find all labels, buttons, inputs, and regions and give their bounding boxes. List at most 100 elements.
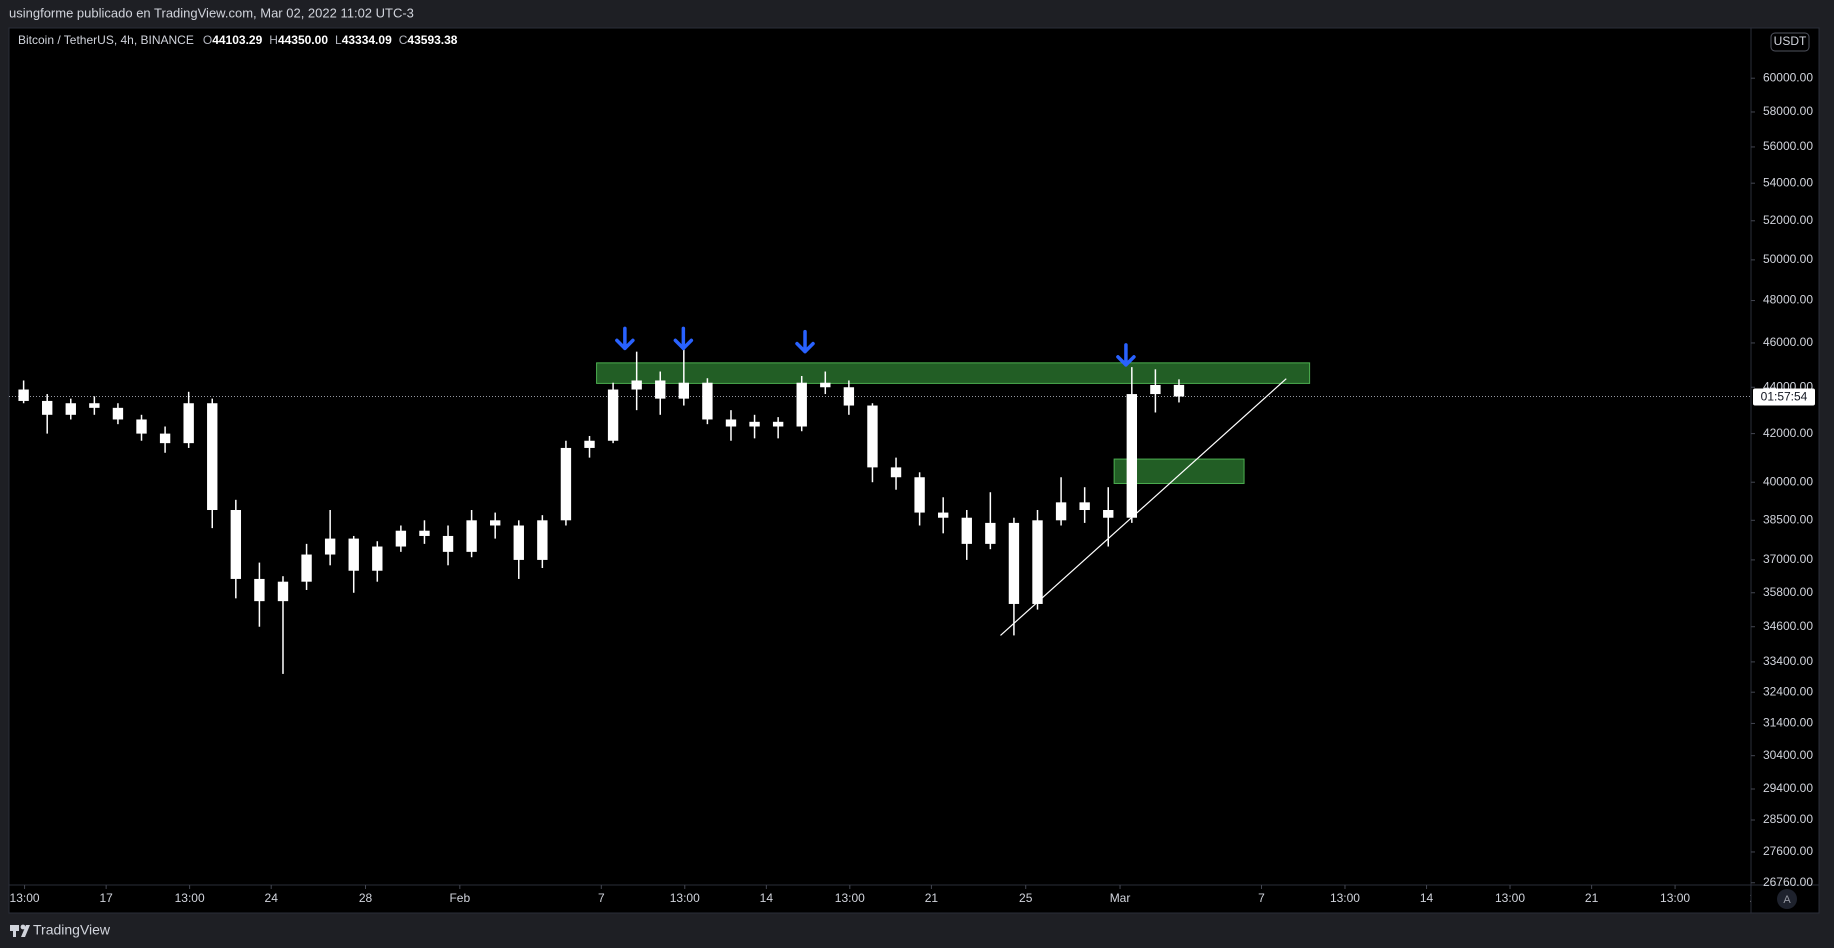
candle-body bbox=[843, 387, 855, 406]
ohlc-value: 44103.29 bbox=[212, 33, 262, 47]
candle-body bbox=[372, 546, 383, 571]
logo-mark bbox=[20, 924, 26, 930]
trendline bbox=[1000, 378, 1287, 636]
auto-scale-button[interactable] bbox=[1777, 889, 1797, 909]
marker-arrow bbox=[673, 326, 694, 351]
candle-body bbox=[490, 520, 501, 526]
candle-body bbox=[914, 477, 925, 513]
logo-mark bbox=[13, 925, 16, 937]
candle-body bbox=[1103, 510, 1114, 518]
x-tick-label: 24 bbox=[265, 891, 279, 905]
candle-body bbox=[655, 380, 666, 399]
x-tick-label: 28 bbox=[359, 891, 373, 905]
x-tick-label: 13:00 bbox=[175, 891, 205, 905]
candle-body bbox=[607, 389, 619, 441]
candle-body bbox=[254, 578, 265, 602]
ohlc-letter: L bbox=[335, 33, 342, 47]
candle-body bbox=[938, 512, 949, 518]
y-tick-label: 38500.00 bbox=[1763, 512, 1813, 526]
x-tick-label: 13:00 bbox=[10, 891, 40, 905]
y-tick-label: 37000.00 bbox=[1763, 552, 1813, 566]
candle-body bbox=[277, 581, 289, 602]
axes: 60000.00 58000.00 56000.00 54000.00 52000.00… bbox=[9, 28, 1819, 913]
brand-text: TradingView bbox=[33, 922, 111, 938]
candle-body bbox=[985, 522, 996, 544]
zone-box bbox=[596, 362, 1311, 384]
candle-body bbox=[1126, 394, 1138, 518]
candle-body bbox=[796, 382, 807, 427]
y-tick-label: 27600.00 bbox=[1763, 844, 1813, 858]
candle-body bbox=[207, 403, 218, 511]
candle-body bbox=[112, 407, 124, 420]
candle-body bbox=[89, 403, 100, 408]
currency-badge[interactable] bbox=[1770, 32, 1810, 52]
candle-body bbox=[820, 382, 831, 388]
candle-body bbox=[1008, 522, 1020, 604]
y-tick-label: 52000.00 bbox=[1763, 213, 1813, 227]
candle-body bbox=[631, 380, 642, 390]
candle-body bbox=[348, 538, 359, 571]
y-tick-label: 56000.00 bbox=[1763, 139, 1813, 153]
x-tick-label: 7 bbox=[598, 891, 605, 905]
candle-body bbox=[1055, 502, 1067, 521]
candle-body bbox=[867, 405, 878, 468]
auto-scale-label[interactable]: A bbox=[1783, 894, 1791, 906]
y-tick-label: 54000.00 bbox=[1763, 175, 1813, 189]
y-tick-label: 28500.00 bbox=[1763, 812, 1813, 826]
y-tick-label: 50000.00 bbox=[1763, 252, 1813, 266]
candle-body bbox=[560, 447, 572, 521]
x-tick-label: 21 bbox=[925, 891, 939, 905]
y-tick-label: 32400.00 bbox=[1763, 684, 1813, 698]
currency-label[interactable]: USDT bbox=[1774, 34, 1807, 48]
candle-body bbox=[301, 554, 312, 582]
y-tick-label: 60000.00 bbox=[1763, 70, 1813, 84]
candle-body bbox=[42, 400, 53, 415]
countdown-box bbox=[1753, 388, 1815, 406]
ohlc-letter: H bbox=[269, 33, 278, 47]
marker-arrow bbox=[615, 326, 635, 351]
y-tick-label: 31400.00 bbox=[1763, 716, 1813, 730]
chart-pane bbox=[8, 27, 1820, 914]
candle-body bbox=[136, 419, 147, 434]
candle-body bbox=[678, 382, 690, 399]
y-tick-label: 29400.00 bbox=[1763, 781, 1813, 795]
x-tick-label: 14 bbox=[1420, 891, 1434, 905]
candle-body bbox=[1150, 384, 1161, 395]
x-tick-label: 17 bbox=[99, 891, 113, 905]
countdown-label: 01:57:54 bbox=[1761, 390, 1808, 404]
marker-arrow bbox=[795, 329, 815, 354]
candle-body bbox=[65, 403, 76, 415]
plot-area: Bitcoin / TetherUS, 4h, BINANCE O44103.29… bbox=[9, 33, 1751, 674]
ohlc-value: 43334.09 bbox=[342, 33, 392, 47]
x-tick-label: 13:00 bbox=[1330, 891, 1360, 905]
y-tick-label: 33400.00 bbox=[1763, 654, 1813, 668]
y-tick-label: 26760.00 bbox=[1763, 875, 1813, 889]
y-tick-label: 34600.00 bbox=[1763, 619, 1813, 633]
x-tick-label: 13:00 bbox=[670, 891, 700, 905]
candle-body bbox=[890, 467, 902, 478]
candle-body bbox=[324, 538, 336, 555]
footer-logo: TradingView bbox=[10, 922, 111, 938]
candle-body bbox=[230, 510, 242, 579]
y-tick-label: 35800.00 bbox=[1763, 585, 1813, 599]
ohlc-value: 43593.38 bbox=[407, 33, 457, 47]
ohlc-letter: C bbox=[399, 33, 408, 47]
candle-body bbox=[702, 382, 713, 420]
x-tick-label: 13:00 bbox=[835, 891, 865, 905]
candle-body bbox=[159, 433, 171, 444]
candle-body bbox=[725, 419, 737, 427]
x-tick-label: 13:00 bbox=[1495, 891, 1525, 905]
ohlc-letter: O bbox=[203, 33, 212, 47]
y-tick-label: 42000.00 bbox=[1763, 426, 1813, 440]
candle-body bbox=[466, 520, 477, 552]
time-axis: 13:00 17 13:00 24 28 Feb 7 13:00 14 13:00 21 25 Mar 7… bbox=[10, 885, 1751, 905]
candle-body bbox=[749, 421, 760, 427]
candle-body bbox=[419, 530, 430, 536]
candle-body bbox=[1032, 520, 1043, 604]
candle-body bbox=[183, 403, 194, 444]
candle-body bbox=[1079, 502, 1090, 511]
x-tick-label: Mar bbox=[1110, 891, 1131, 905]
y-tick-label: 46000.00 bbox=[1763, 335, 1813, 349]
y-tick-label: 48000.00 bbox=[1763, 293, 1813, 307]
marker-arrow bbox=[1116, 343, 1136, 367]
